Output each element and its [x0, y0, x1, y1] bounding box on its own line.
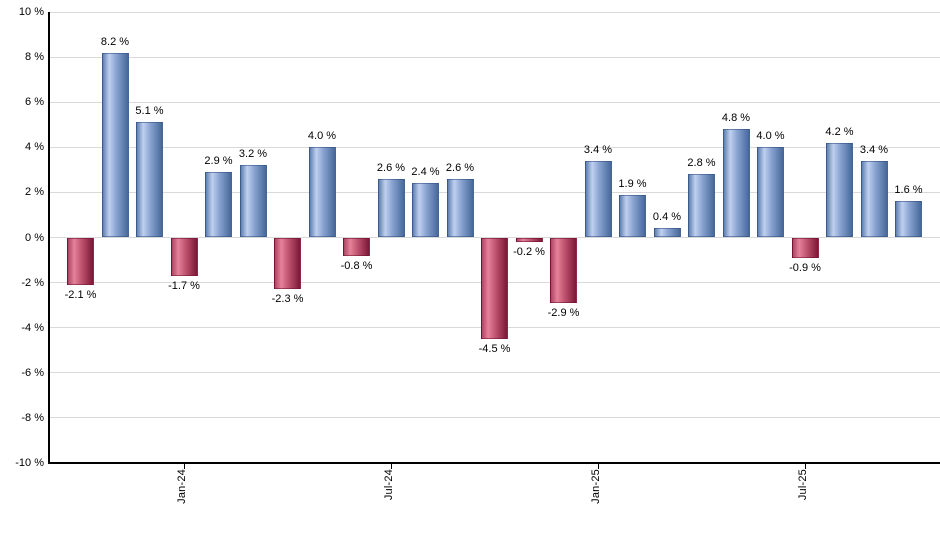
return-bar-positive[interactable] — [584, 160, 612, 238]
bar-value-label: 4.2 % — [825, 125, 854, 138]
return-bar-positive[interactable] — [205, 172, 232, 238]
x-axis-tick-label: Jul-24 — [383, 469, 395, 501]
y-axis-tick-label: 4 % — [25, 141, 44, 154]
bar-value-label: -0.9 % — [789, 261, 821, 274]
x-axis-tick — [184, 463, 185, 469]
bar-value-label: -0.8 % — [340, 259, 373, 272]
gridline — [48, 56, 940, 58]
bar-value-label: 3.2 % — [238, 148, 268, 161]
x-axis-tick — [391, 463, 392, 469]
y-axis-tick-label: -2 % — [21, 276, 44, 289]
x-axis-tick — [805, 463, 806, 469]
y-axis-tick-label: -10 % — [15, 457, 44, 469]
return-bar-negative[interactable] — [550, 237, 577, 303]
bar-value-label: -0.2 % — [513, 246, 545, 258]
y-axis-tick-label: 10 % — [18, 6, 44, 18]
x-axis-tick-label: Jan-24 — [176, 469, 188, 504]
return-bar-positive[interactable] — [895, 201, 922, 238]
return-bar-positive[interactable] — [757, 147, 784, 238]
y-axis-tick-label: 6 % — [25, 96, 44, 109]
bar-value-label: 2.6 % — [445, 161, 475, 174]
y-axis-tick-label: 8 % — [25, 51, 44, 64]
return-bar-negative[interactable] — [791, 237, 819, 258]
return-bar-positive[interactable] — [826, 142, 853, 238]
return-bar-negative[interactable] — [67, 237, 94, 285]
bar-value-label: 3.4 % — [583, 143, 613, 156]
bar-value-label: 0.4 % — [652, 211, 682, 224]
bar-value-label: 4.0 % — [756, 130, 785, 143]
return-bar-positive[interactable] — [308, 147, 336, 238]
return-bar-positive[interactable] — [619, 194, 646, 238]
bar-value-label: 8.2 % — [100, 35, 130, 48]
y-axis-tick-label: -8 % — [21, 411, 44, 424]
return-bar-positive[interactable] — [446, 178, 474, 238]
return-bar-negative[interactable] — [170, 237, 198, 276]
bar-value-label: 3.4 % — [859, 143, 889, 156]
x-axis-line — [48, 462, 940, 464]
y-axis-tick-label: -6 % — [21, 366, 44, 379]
return-bar-positive[interactable] — [412, 183, 439, 238]
bar-value-label: -2.1 % — [64, 288, 97, 301]
y-axis-tick-label: 2 % — [25, 186, 44, 199]
bar-value-label: -2.9 % — [547, 306, 580, 319]
return-bar-positive[interactable] — [722, 129, 750, 238]
gridline — [48, 191, 940, 193]
return-bar-positive[interactable] — [688, 174, 715, 238]
bar-value-label: 4.0 % — [307, 130, 337, 143]
return-bar-negative[interactable] — [481, 237, 508, 339]
return-bar-positive[interactable] — [136, 122, 163, 238]
return-bar-positive[interactable] — [653, 228, 681, 238]
return-bar-negative[interactable] — [274, 237, 301, 290]
return-bar-negative[interactable] — [515, 237, 543, 242]
y-axis-tick-label: -4 % — [21, 321, 44, 334]
bar-value-label: -2.3 % — [271, 293, 304, 306]
gridline — [48, 101, 940, 103]
gridline — [48, 146, 940, 148]
return-bar-positive[interactable] — [101, 52, 129, 238]
bar-value-label: -4.5 % — [478, 342, 511, 355]
x-axis-tick-label: Jan-25 — [590, 469, 602, 504]
bar-value-label: 2.8 % — [687, 157, 716, 170]
bar-value-label: 2.6 % — [376, 161, 406, 174]
return-bar-positive[interactable] — [860, 160, 888, 238]
gridline — [48, 417, 940, 419]
gridline — [48, 11, 940, 13]
y-axis-line — [48, 12, 50, 464]
bar-value-label: 5.1 % — [135, 105, 164, 118]
bar-value-label: 1.6 % — [894, 184, 923, 197]
bar-value-label: 2.9 % — [204, 155, 233, 168]
bar-value-label: 4.8 % — [721, 112, 751, 125]
x-axis-tick — [598, 463, 599, 469]
return-bar-positive[interactable] — [377, 178, 405, 238]
return-bar-positive[interactable] — [239, 165, 267, 238]
x-axis-tick-label: Jul-25 — [797, 469, 809, 501]
bar-value-label: 1.9 % — [618, 177, 647, 190]
bar-value-label: -1.7 % — [168, 279, 200, 292]
gridline — [48, 372, 940, 374]
return-bar-negative[interactable] — [343, 237, 370, 256]
bar-value-label: 2.4 % — [411, 166, 440, 179]
y-axis-tick-label: 0 % — [25, 231, 44, 244]
